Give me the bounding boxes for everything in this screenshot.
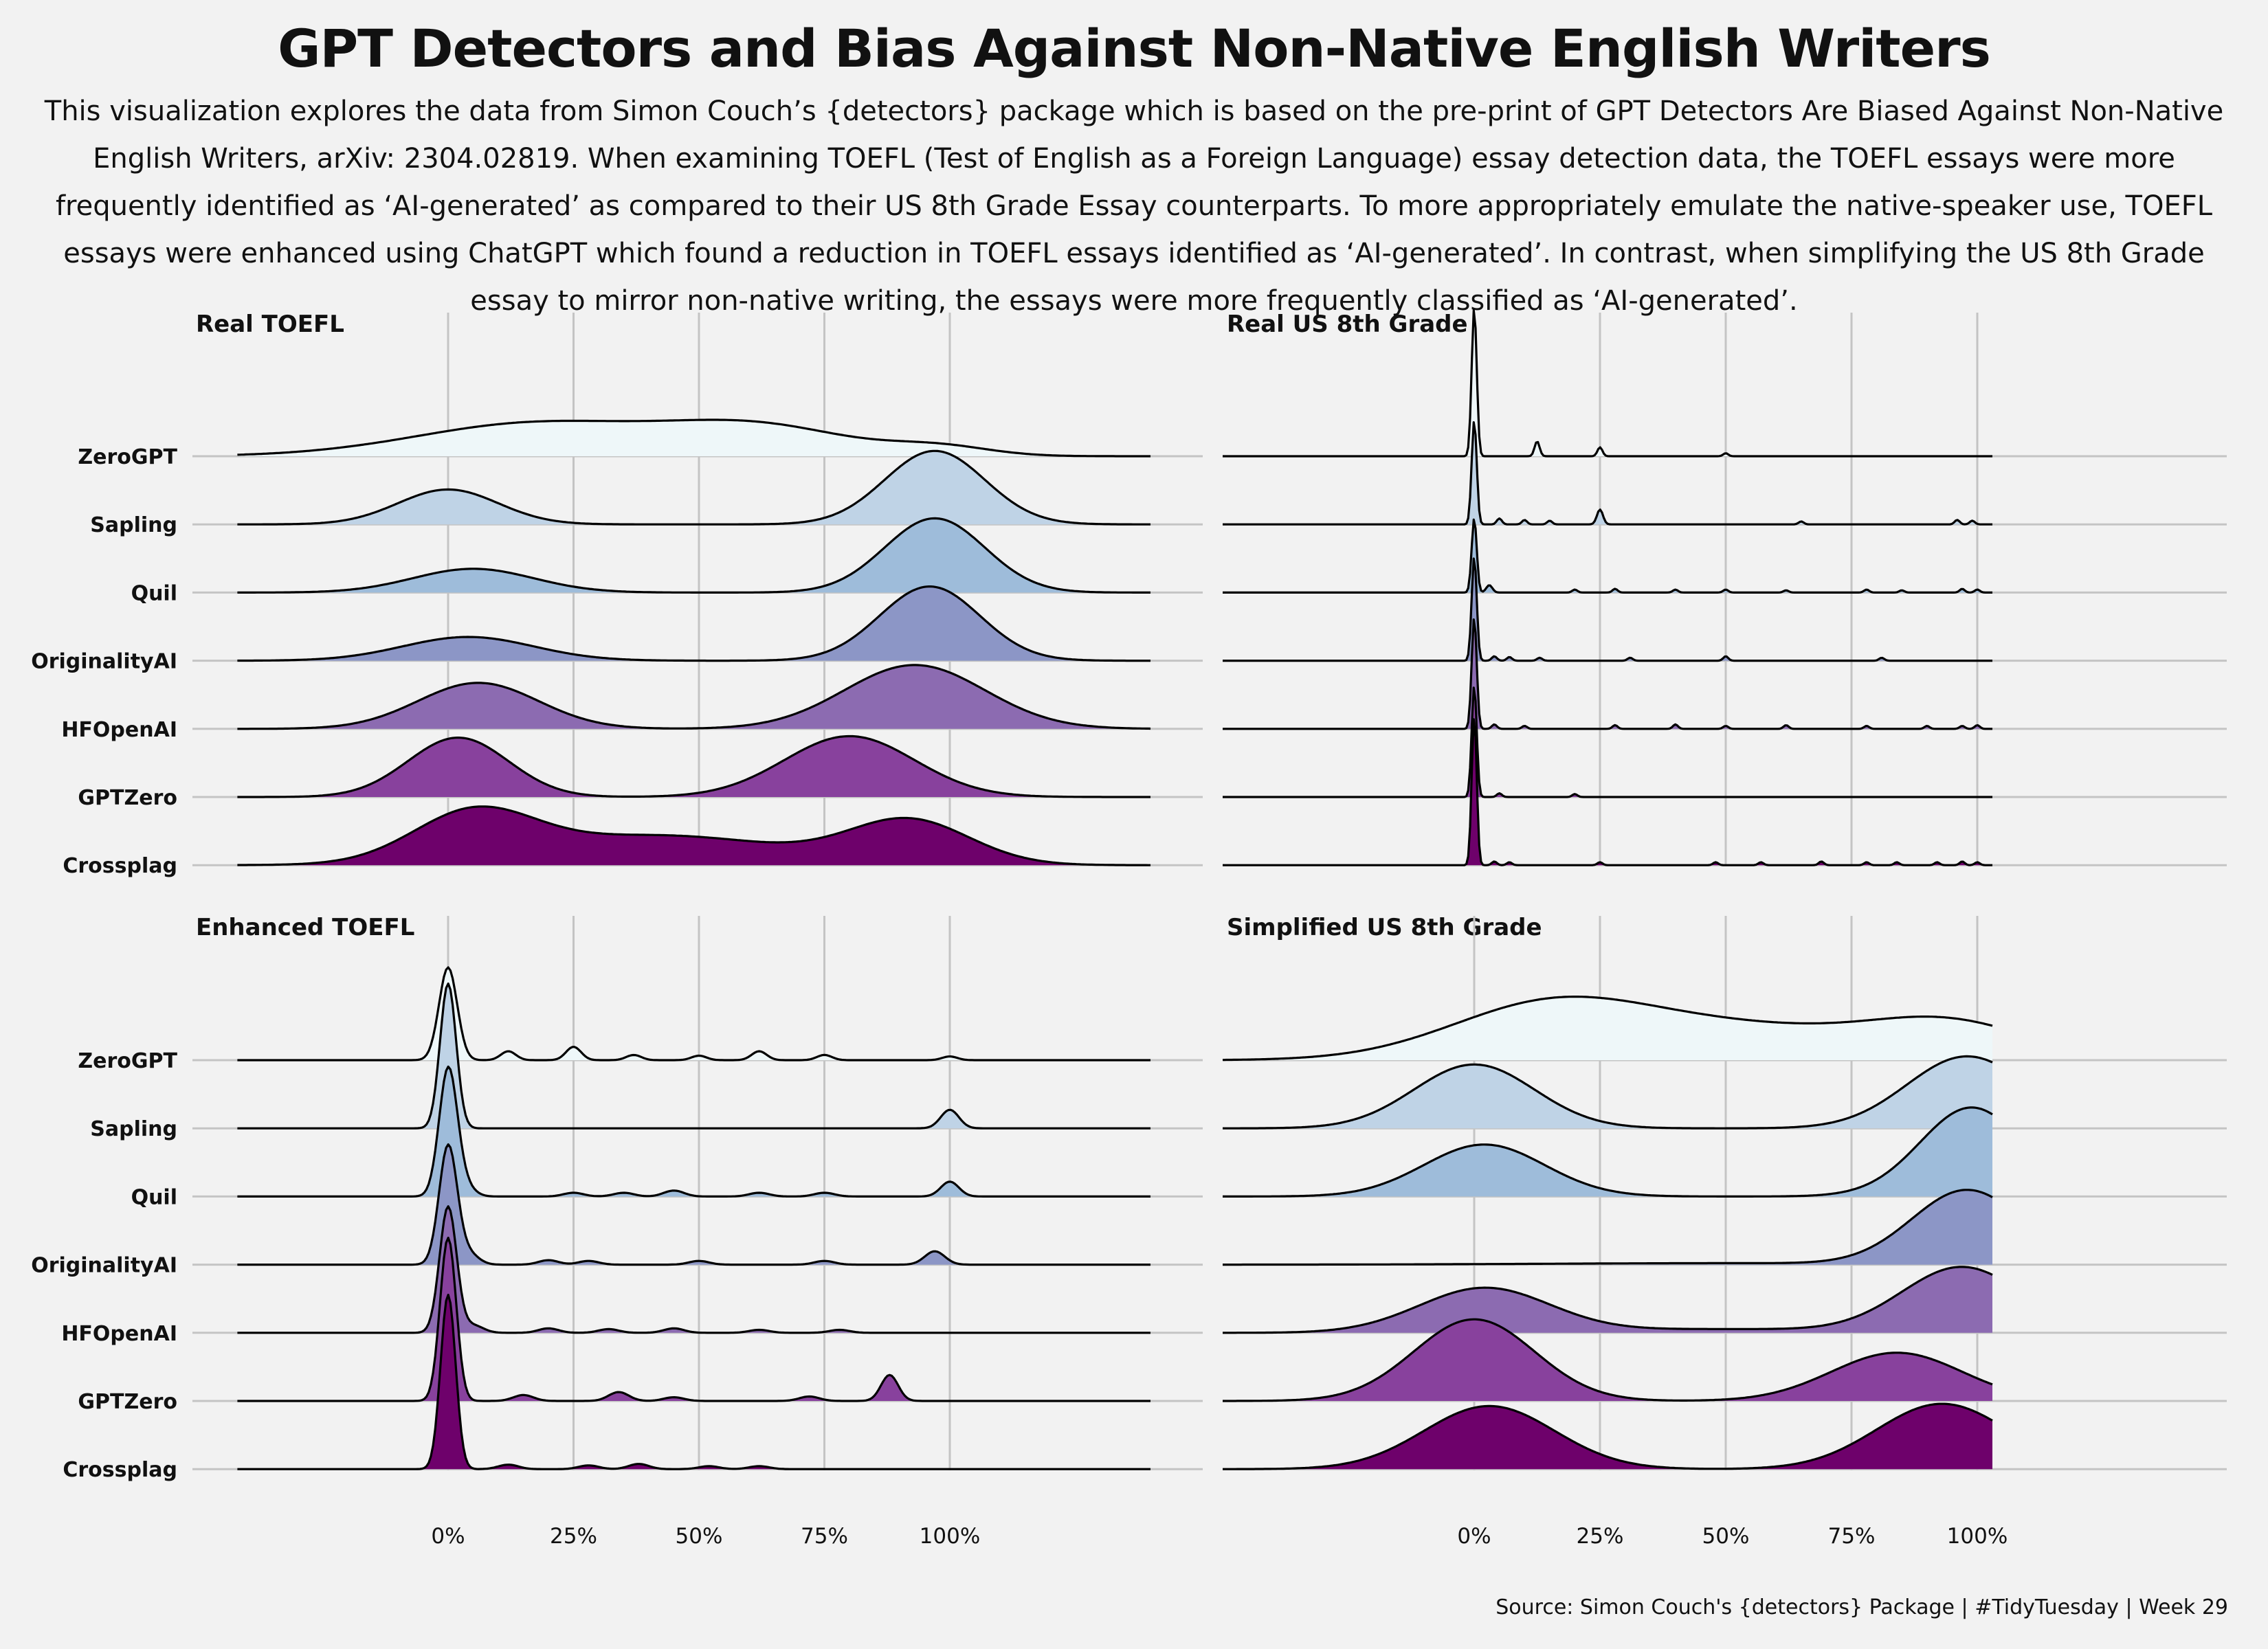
- ridge-line-originalityai: [237, 1143, 1150, 1266]
- ridge-area-zerogpt: [1223, 996, 1992, 1060]
- ridge-line-gptzero: [1223, 686, 1992, 798]
- ridge-line-gptzero: [237, 734, 1150, 798]
- ridge-area-gptzero: [1223, 1319, 1992, 1401]
- ridge-line-quil: [237, 1065, 1150, 1198]
- ridge-line-sapling: [237, 449, 1150, 526]
- panel-real-toefl: Real TOEFL ZeroGPT Sapling Quil OriginalityA…: [31, 311, 1203, 878]
- panel-simplified-us-8th-grade: Simplified US 8th Grade 0% 25% 50% 75% 100%: [1223, 914, 2227, 1549]
- ridge-line-crossplag: [1223, 718, 1992, 866]
- ridge-line-hfopenai: [237, 664, 1151, 730]
- y-tick-label: Quil: [131, 581, 177, 605]
- ridge-area-crossplag: [1223, 1404, 1992, 1470]
- y-tick-label: Sapling: [90, 1117, 177, 1141]
- ridge-area-gptzero: [237, 736, 1150, 797]
- panel-title: Real US 8th Grade: [1227, 311, 1468, 338]
- ridge-line-quil: [1223, 518, 1992, 594]
- ridge-line-quil: [1223, 1106, 1993, 1198]
- y-tick-label: OriginalityAI: [31, 1254, 177, 1278]
- ridge-line-originalityai: [1223, 1189, 1993, 1266]
- ridge-line-gptzero: [237, 1236, 1150, 1402]
- y-tick-label: OriginalityAI: [31, 650, 177, 674]
- x-tick-label: 50%: [1702, 1524, 1750, 1549]
- y-tick-label: Crossplag: [63, 854, 177, 878]
- y-tick-label: ZeroGPT: [78, 1049, 177, 1073]
- ridge-area-crossplag: [237, 1294, 1150, 1470]
- panel-enhanced-toefl: Enhanced TOEFL ZeroGPT Sapling Quil Original…: [31, 914, 1203, 1549]
- y-tick-label: GPTZero: [78, 786, 177, 810]
- ridge-area-hfopenai: [237, 664, 1150, 729]
- ridge-line-zerogpt: [1223, 996, 1993, 1062]
- x-tick-label: 25%: [550, 1524, 597, 1549]
- ridge-line-crossplag: [237, 805, 1150, 866]
- ridge-area-zerogpt: [237, 967, 1150, 1060]
- panel-title: Real TOEFL: [196, 311, 344, 338]
- panel-title: Simplified US 8th Grade: [1227, 914, 1542, 941]
- ridge-area-originalityai: [1223, 1189, 1992, 1265]
- y-tick-label: Quil: [131, 1185, 177, 1209]
- ridge-line-zerogpt: [237, 966, 1150, 1062]
- y-tick-label: HFOpenAI: [61, 1322, 177, 1346]
- x-tick-label: 0%: [431, 1524, 465, 1549]
- ridge-line-sapling: [237, 983, 1150, 1130]
- ridge-line-originalityai: [1223, 557, 1992, 662]
- chart-subtitle: This visualization explores the data fro…: [44, 96, 2224, 317]
- ridge-line-crossplag: [237, 1293, 1150, 1470]
- x-tick-label: 25%: [1577, 1524, 1624, 1549]
- ridge-area-sapling: [1223, 422, 1992, 525]
- x-tick-label: 100%: [920, 1524, 981, 1549]
- panel-real-us-8th-grade: Real US 8th Grade: [1223, 309, 2227, 866]
- ridge-line-crossplag: [1223, 1402, 1993, 1470]
- ridge-line-hfopenai: [1223, 1266, 1993, 1334]
- ridge-line-gptzero: [1223, 1318, 1993, 1402]
- ridge-area-hfopenai: [1223, 619, 1992, 729]
- ridge-line-hfopenai: [1223, 618, 1992, 730]
- ridge-area-crossplag: [1223, 719, 1992, 866]
- ridge-area-quil: [1223, 519, 1992, 593]
- ridge-line-originalityai: [237, 585, 1150, 662]
- ridge-line-zerogpt: [237, 418, 1150, 458]
- ridge-area-originalityai: [1223, 559, 1992, 661]
- ridge-area-originalityai: [237, 1144, 1150, 1265]
- ridge-area-crossplag: [237, 806, 1150, 866]
- ridge-area-quil: [237, 1066, 1150, 1197]
- x-tick-label: 75%: [801, 1524, 848, 1549]
- y-tick-label: Sapling: [90, 513, 177, 537]
- ridge-line-quil: [237, 517, 1150, 594]
- panel-title: Enhanced TOEFL: [196, 914, 414, 941]
- ridge-area-hfopenai: [1223, 1266, 1992, 1333]
- ridge-area-hfopenai: [237, 1206, 1150, 1333]
- ridge-line-sapling: [1223, 421, 1992, 526]
- x-tick-label: 50%: [676, 1524, 723, 1549]
- y-tick-label: Crossplag: [63, 1458, 177, 1482]
- ridge-line-hfopenai: [237, 1205, 1150, 1334]
- ridge-line-zerogpt: [1223, 309, 1992, 458]
- chart-caption: Source: Simon Couch's {detectors} Packag…: [1496, 1595, 2228, 1619]
- x-tick-label: 75%: [1828, 1524, 1876, 1549]
- x-tick-label: 0%: [1457, 1524, 1491, 1549]
- ridge-area-gptzero: [1223, 687, 1992, 797]
- ridge-area-quil: [1223, 1107, 1992, 1197]
- x-tick-label: 100%: [1947, 1524, 2008, 1549]
- ridge-line-sapling: [1223, 1055, 1993, 1130]
- chart-title: GPT Detectors and Bias Against Non-Nativ…: [278, 18, 1991, 79]
- ridge-area-sapling: [1223, 1056, 1992, 1129]
- ridge-area-originalityai: [237, 586, 1150, 661]
- y-tick-label: GPTZero: [78, 1390, 177, 1414]
- y-tick-label: ZeroGPT: [78, 445, 177, 469]
- ridge-area-zerogpt: [237, 420, 1150, 456]
- ridge-area-sapling: [237, 451, 1150, 525]
- ridge-area-quil: [237, 518, 1150, 593]
- y-tick-label: HFOpenAI: [61, 718, 177, 742]
